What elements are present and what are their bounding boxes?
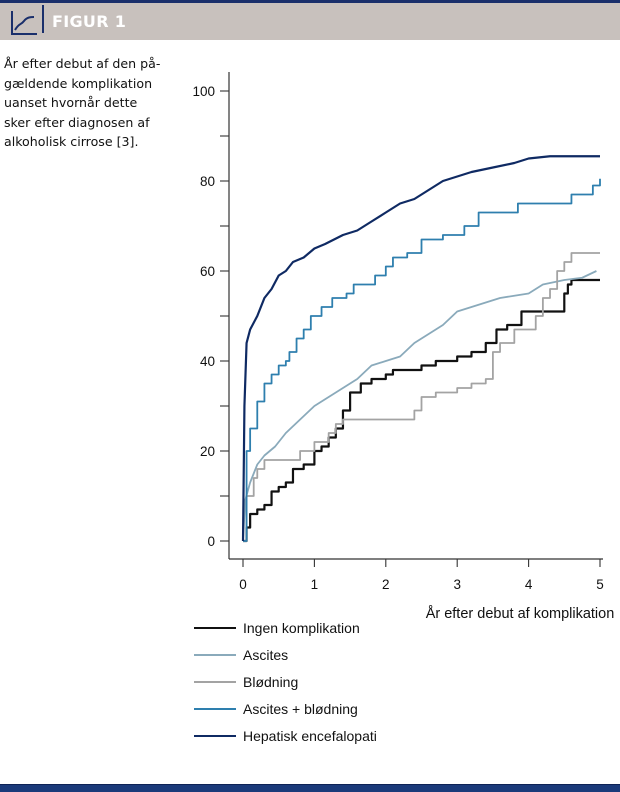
series-line-bl-dning xyxy=(243,252,600,542)
series-line-ingen-komplikation xyxy=(243,278,600,543)
header-divider xyxy=(42,5,44,33)
legend: Ingen komplikation Ascites Blødning Ascites… xyxy=(194,620,377,744)
caption-line: alkoholisk cirrose [3]. xyxy=(4,134,139,150)
figure-caption: År efter debut af den på- gældende kompl… xyxy=(4,54,174,152)
legend-label: Blødning xyxy=(243,674,298,690)
x-tick-label: 2 xyxy=(382,577,390,592)
series-line-ascites-bl-dning xyxy=(243,178,601,542)
axes: 0 20 40 60 80 100 0 1 2 3 4 5 xyxy=(192,72,604,592)
legend-label: Ingen komplikation xyxy=(243,620,360,636)
y-tick-label: 20 xyxy=(200,444,215,459)
figure-header: FIGUR 1 xyxy=(0,3,620,40)
series-line-hepatisk-encefalopati xyxy=(241,155,600,542)
y-tick-label: 0 xyxy=(207,534,215,549)
x-tick-label: 5 xyxy=(596,577,604,592)
legend-label: Ascites + blødning xyxy=(243,701,358,717)
caption-line: År efter debut af den på- xyxy=(4,56,161,71)
y-tick-label: 40 xyxy=(200,354,215,369)
y-tick-label: 100 xyxy=(192,84,215,99)
caption-line: sker efter diagnosen af xyxy=(4,114,150,130)
figure-title: FIGUR 1 xyxy=(52,12,127,31)
y-tick-label: 60 xyxy=(200,264,215,279)
series-line-ascites xyxy=(242,270,597,542)
top-rule xyxy=(0,0,620,3)
legend-label: Hepatisk encefalopati xyxy=(243,728,377,744)
bottom-rule xyxy=(0,784,620,792)
x-tick-label: 1 xyxy=(311,577,319,592)
x-tick-label: 4 xyxy=(525,577,533,592)
y-tick-label: 80 xyxy=(200,174,215,189)
caption-line: uanset hvornår dette xyxy=(4,95,138,111)
series-lines xyxy=(241,155,601,543)
line-chart-icon xyxy=(11,11,37,35)
legend-label: Ascites xyxy=(243,647,288,663)
x-tick-label: 3 xyxy=(453,577,461,592)
caption-line: gældende komplikation xyxy=(4,75,153,91)
x-tick-label: 0 xyxy=(239,577,247,592)
x-axis-label: År efter debut af komplikation xyxy=(426,605,615,622)
